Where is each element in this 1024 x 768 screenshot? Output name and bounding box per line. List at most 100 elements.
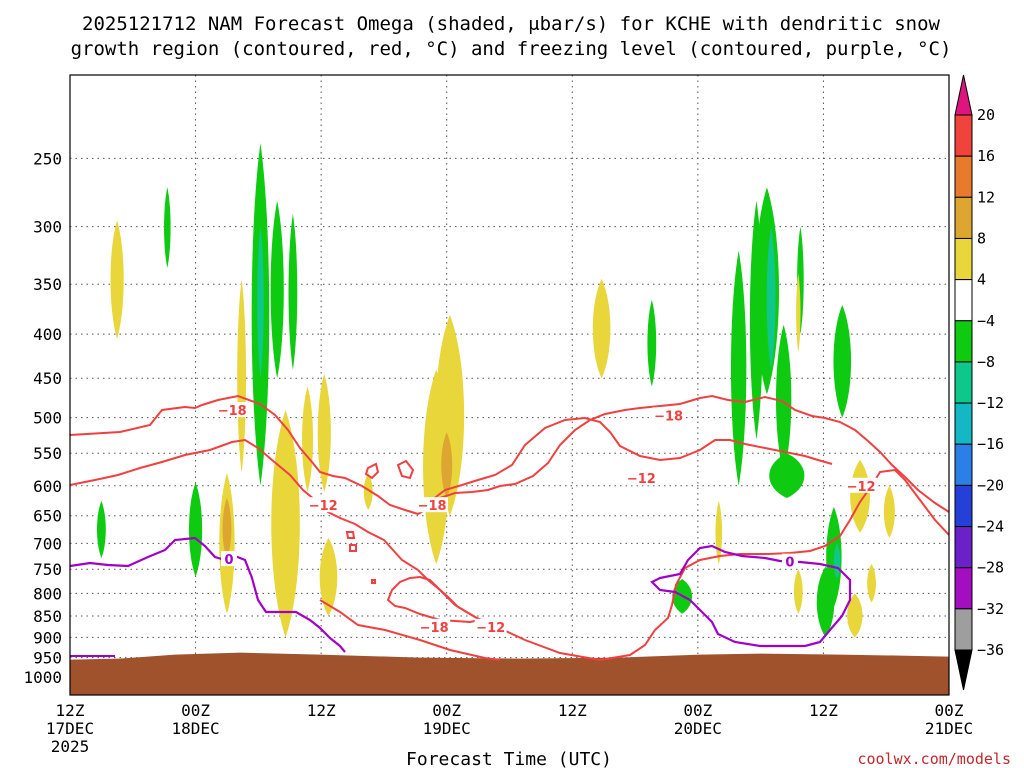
x-tick-label: 12Z	[809, 701, 838, 720]
contour-label-bg	[781, 553, 798, 569]
color-legend: 20 16 12 8 4 −4 −8 −12 −16 −20 −24 −28 −32 −36	[954, 74, 1004, 691]
contour-label-bg	[416, 497, 449, 513]
plot-area: −18 −12 −18 −18 −12 −12 −18 −12 0 0	[69, 74, 950, 696]
colorbar-label: 16	[977, 147, 995, 165]
colorbar-segment	[954, 114, 973, 157]
dendritic-contour-minus12-middle	[419, 416, 833, 511]
contour-label: −12	[847, 480, 876, 495]
colorbar-label: −16	[977, 435, 1004, 453]
colorbar-segment	[954, 279, 973, 322]
y-tick-label: 950	[33, 649, 62, 668]
omega-cell	[850, 459, 870, 533]
colorbar-label: −24	[977, 518, 1004, 536]
y-tick-label: 850	[33, 607, 62, 626]
freezing-level-left	[70, 536, 346, 653]
x-tick-label: 12Z	[56, 701, 85, 720]
omega-cell	[164, 187, 171, 268]
omega-cell	[796, 273, 801, 353]
colorbar-segment	[954, 320, 973, 363]
omega-shading	[96, 143, 895, 638]
x-tick-label: 21DEC	[925, 719, 973, 738]
y-tick-label: 900	[33, 628, 62, 647]
plot-frame	[69, 74, 950, 696]
dendritic-blob-5	[371, 579, 376, 584]
colorbar-label: 12	[977, 188, 995, 206]
dendritic-blob-1	[364, 462, 380, 480]
contour-label: 0	[785, 556, 794, 571]
dendritic-contour-minus12-lower	[319, 599, 501, 661]
terrain-fill	[70, 652, 949, 695]
credit-text: coolwx.com/models	[857, 750, 1011, 768]
y-tick-label: 650	[33, 507, 62, 526]
omega-cell	[271, 410, 300, 638]
contour-label: −18	[420, 621, 449, 636]
omega-cell	[317, 374, 331, 492]
x-tick-label: 19DEC	[423, 719, 471, 738]
omega-cell	[363, 473, 373, 510]
contour-label: −12	[627, 472, 656, 487]
omega-cell	[715, 501, 723, 565]
omega-cell	[867, 564, 876, 603]
omega-cell	[441, 432, 453, 499]
colorbar-segment	[954, 237, 973, 281]
colorbar-segment	[954, 443, 973, 486]
colorbar-top-arrow	[954, 74, 973, 116]
omega-cell	[302, 386, 314, 492]
colorbar-label: 4	[977, 271, 986, 289]
omega-cell	[793, 569, 803, 614]
x-tick-label: 18DEC	[171, 719, 219, 738]
colorbar-segment	[954, 361, 973, 404]
omega-cell	[847, 593, 863, 638]
x-tick-label: 12Z	[558, 701, 587, 720]
y-tick-label: 500	[33, 409, 62, 428]
colorbar-label: −32	[977, 600, 1004, 618]
omega-cell	[769, 453, 805, 499]
y-tick-label: 400	[33, 325, 62, 344]
contour-labels: −18 −12 −18 −18 −12 −12 −18 −12 0 0	[216, 402, 878, 636]
omega-cell	[96, 501, 106, 559]
y-tick-label: 800	[33, 584, 62, 603]
dendritic-contour-minus18-upper	[70, 394, 949, 516]
colorbar-segment	[954, 402, 973, 445]
chart-title-line-2: growth region (contoured, red, °C) and f…	[71, 38, 952, 60]
x-axis-label: Forecast Time (UTC)	[406, 749, 612, 768]
y-tick-label: 250	[33, 149, 62, 168]
omega-cell	[592, 278, 611, 379]
colorbar-label: −12	[977, 394, 1004, 412]
contour-label: −18	[418, 499, 447, 514]
contour-label-bg	[307, 497, 340, 513]
x-tick-label: 17DEC	[46, 719, 94, 738]
contour-label: −12	[309, 499, 338, 514]
omega-cell	[883, 485, 895, 539]
y-tick-label: 1000	[23, 668, 62, 687]
colorbar-segment	[954, 567, 973, 610]
y-tick-label: 300	[33, 218, 62, 237]
colorbar-segment	[954, 196, 973, 239]
omega-cell	[319, 538, 338, 616]
y-tick-label: 350	[33, 275, 62, 294]
contour-layer	[70, 394, 949, 662]
x-tick-label: 2025	[51, 737, 90, 756]
contour-label-bg	[625, 470, 658, 486]
chart-title-line-1: 2025121712 NAM Forecast Omega (shaded, μ…	[82, 13, 940, 35]
dendritic-contour-minus18-loop	[386, 575, 483, 624]
contour-label-bg	[474, 618, 507, 634]
contour-label-bg	[216, 402, 249, 418]
colorbar-segment	[954, 155, 973, 198]
x-tick-label: 12Z	[307, 701, 336, 720]
omega-cell	[647, 299, 657, 387]
omega-cell	[110, 220, 124, 339]
omega-cell	[775, 324, 792, 474]
contour-label: −18	[218, 404, 247, 419]
colorbar-label: 20	[977, 106, 995, 124]
omega-cell	[257, 226, 264, 379]
dendritic-blob-4	[349, 544, 357, 552]
omega-cell	[833, 305, 852, 418]
x-tick-label: 00Z	[432, 701, 461, 720]
colorbar-segment	[954, 608, 973, 651]
freezing-level-right	[650, 544, 852, 648]
colorbar-bottom-arrow	[954, 649, 973, 691]
dendritic-contour-minus12-upper	[70, 438, 949, 662]
x-tick-label: 00Z	[683, 701, 712, 720]
